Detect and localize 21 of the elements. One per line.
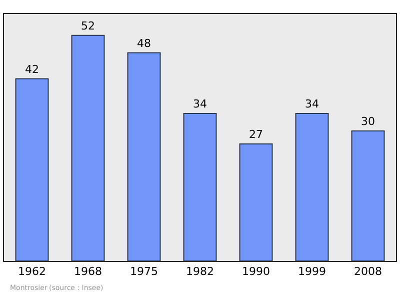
x-tick-label: 2008	[354, 265, 382, 278]
bar	[71, 34, 105, 261]
data-label: 34	[305, 98, 319, 111]
bar	[239, 143, 273, 261]
x-tick-label: 1982	[186, 265, 214, 278]
x-tick-label: 1975	[130, 265, 158, 278]
data-label: 34	[193, 98, 207, 111]
data-label: 42	[25, 62, 39, 76]
bar	[351, 130, 385, 261]
data-label: 30	[361, 114, 375, 128]
data-label: 48	[137, 36, 151, 50]
x-tick-label: 1999	[298, 265, 326, 278]
x-tick-label: 1962	[18, 265, 46, 278]
x-tick-label: 1990	[242, 265, 270, 278]
data-label: 27	[249, 128, 263, 141]
data-label: 52	[81, 19, 95, 32]
bar	[183, 113, 217, 261]
x-tick-label: 1968	[74, 265, 102, 278]
bar	[295, 113, 329, 261]
bar	[127, 52, 161, 261]
bar	[15, 78, 49, 261]
